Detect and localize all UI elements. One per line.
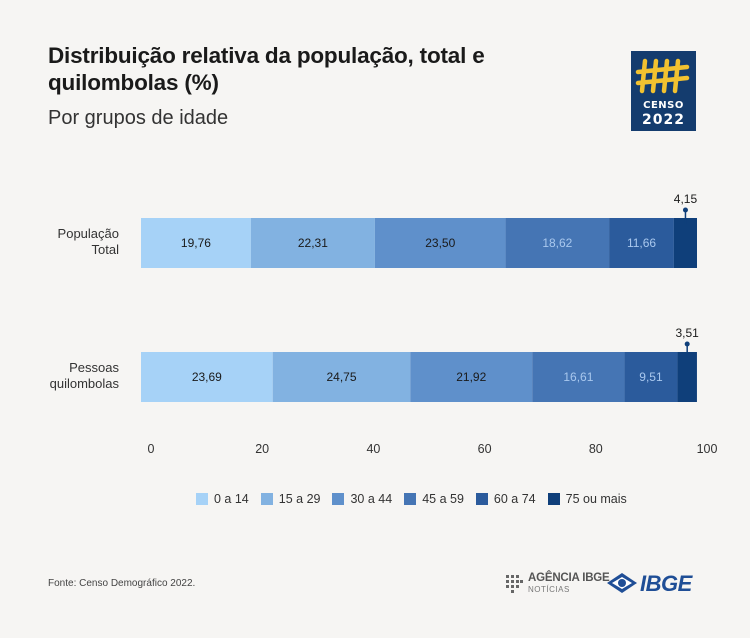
legend-item: 45 a 59 — [404, 492, 464, 506]
legend-item: 15 a 29 — [260, 492, 321, 506]
category-label: População — [58, 226, 119, 241]
data-label: 21,92 — [456, 370, 486, 384]
bar-segment — [250, 218, 375, 268]
legend-label: 0 a 14 — [214, 492, 249, 506]
bar-segment — [272, 352, 411, 402]
bar-segment — [624, 352, 678, 402]
bar-segment — [141, 352, 273, 402]
agencia-grid-icon — [506, 575, 523, 593]
data-label: 16,61 — [563, 370, 593, 384]
chart-subtitle: Por grupos de idade — [48, 107, 229, 129]
legend-label: 75 ou mais — [565, 492, 627, 506]
bar-segment — [505, 218, 610, 268]
legend-label: 30 a 44 — [350, 492, 393, 506]
data-label: 22,31 — [298, 236, 328, 250]
data-label: 9,51 — [639, 370, 663, 384]
legend-item: 60 a 74 — [475, 492, 536, 506]
category-label: Total — [92, 242, 120, 257]
ibge-flag-icon — [607, 573, 637, 593]
tally-marks-icon — [635, 58, 690, 94]
legend-item: 75 ou mais — [547, 492, 627, 506]
x-tick-label: 80 — [589, 442, 603, 456]
legend-swatch — [260, 493, 273, 505]
data-label: 3,51 — [676, 326, 700, 340]
bar-segment — [141, 218, 251, 268]
censo-2022-logo: CENSO 2022 — [631, 51, 696, 131]
x-tick-label: 40 — [366, 442, 380, 456]
source-note: Fonte: Censo Demográfico 2022. — [48, 578, 196, 589]
legend-label: 60 a 74 — [493, 492, 536, 506]
legend-label: 45 a 59 — [422, 492, 464, 506]
legend-item: 30 a 44 — [332, 492, 392, 506]
data-label: 19,76 — [181, 236, 211, 250]
bar-segment — [410, 352, 533, 402]
agencia-subtitle: NOTÍCIAS — [528, 585, 570, 594]
x-tick-label: 20 — [255, 442, 269, 456]
x-tick-label: 60 — [478, 442, 492, 456]
chart-title: Distribuição relativa da população, tota… — [48, 43, 485, 95]
category-label: quilombolas — [50, 376, 120, 391]
bar-segment — [673, 218, 697, 268]
ibge-text: IBGE — [640, 571, 692, 596]
data-label: 23,69 — [192, 370, 222, 384]
callout-dot — [682, 207, 688, 213]
legend-swatch — [196, 493, 208, 505]
data-label: 11,66 — [627, 236, 656, 250]
chart-legend: 0 a 14 15 a 29 30 a 44 45 a 59 60 a 74 75 ou … — [196, 492, 639, 506]
logo-year-text: 2022 — [642, 112, 685, 128]
data-label: 23,50 — [425, 236, 455, 250]
bar-segment — [609, 218, 674, 268]
data-label: 24,75 — [327, 370, 357, 384]
bar-segment — [677, 352, 697, 402]
legend-label: 15 a 29 — [278, 492, 321, 506]
agencia-name: AGÊNCIA IBGE — [528, 572, 610, 584]
callout-dot — [684, 341, 690, 347]
logo-censo-text: CENSO — [643, 100, 684, 111]
data-label: 4,15 — [674, 192, 698, 206]
legend-swatch — [404, 493, 417, 505]
bar-segment — [374, 218, 506, 268]
bar-segment — [532, 352, 625, 402]
x-tick-label: 0 — [148, 442, 155, 456]
legend-swatch — [332, 493, 345, 505]
data-label: 18,62 — [542, 236, 572, 250]
ibge-logo: IBGE — [606, 571, 702, 596]
legend-item: 0 a 14 — [196, 492, 249, 506]
x-tick-label: 100 — [697, 442, 718, 456]
legend-swatch — [547, 493, 560, 505]
category-label: Pessoas — [69, 360, 119, 375]
agencia-ibge-logo: AGÊNCIA IBGE NOTÍCIAS — [504, 571, 610, 599]
legend-swatch — [475, 493, 488, 505]
